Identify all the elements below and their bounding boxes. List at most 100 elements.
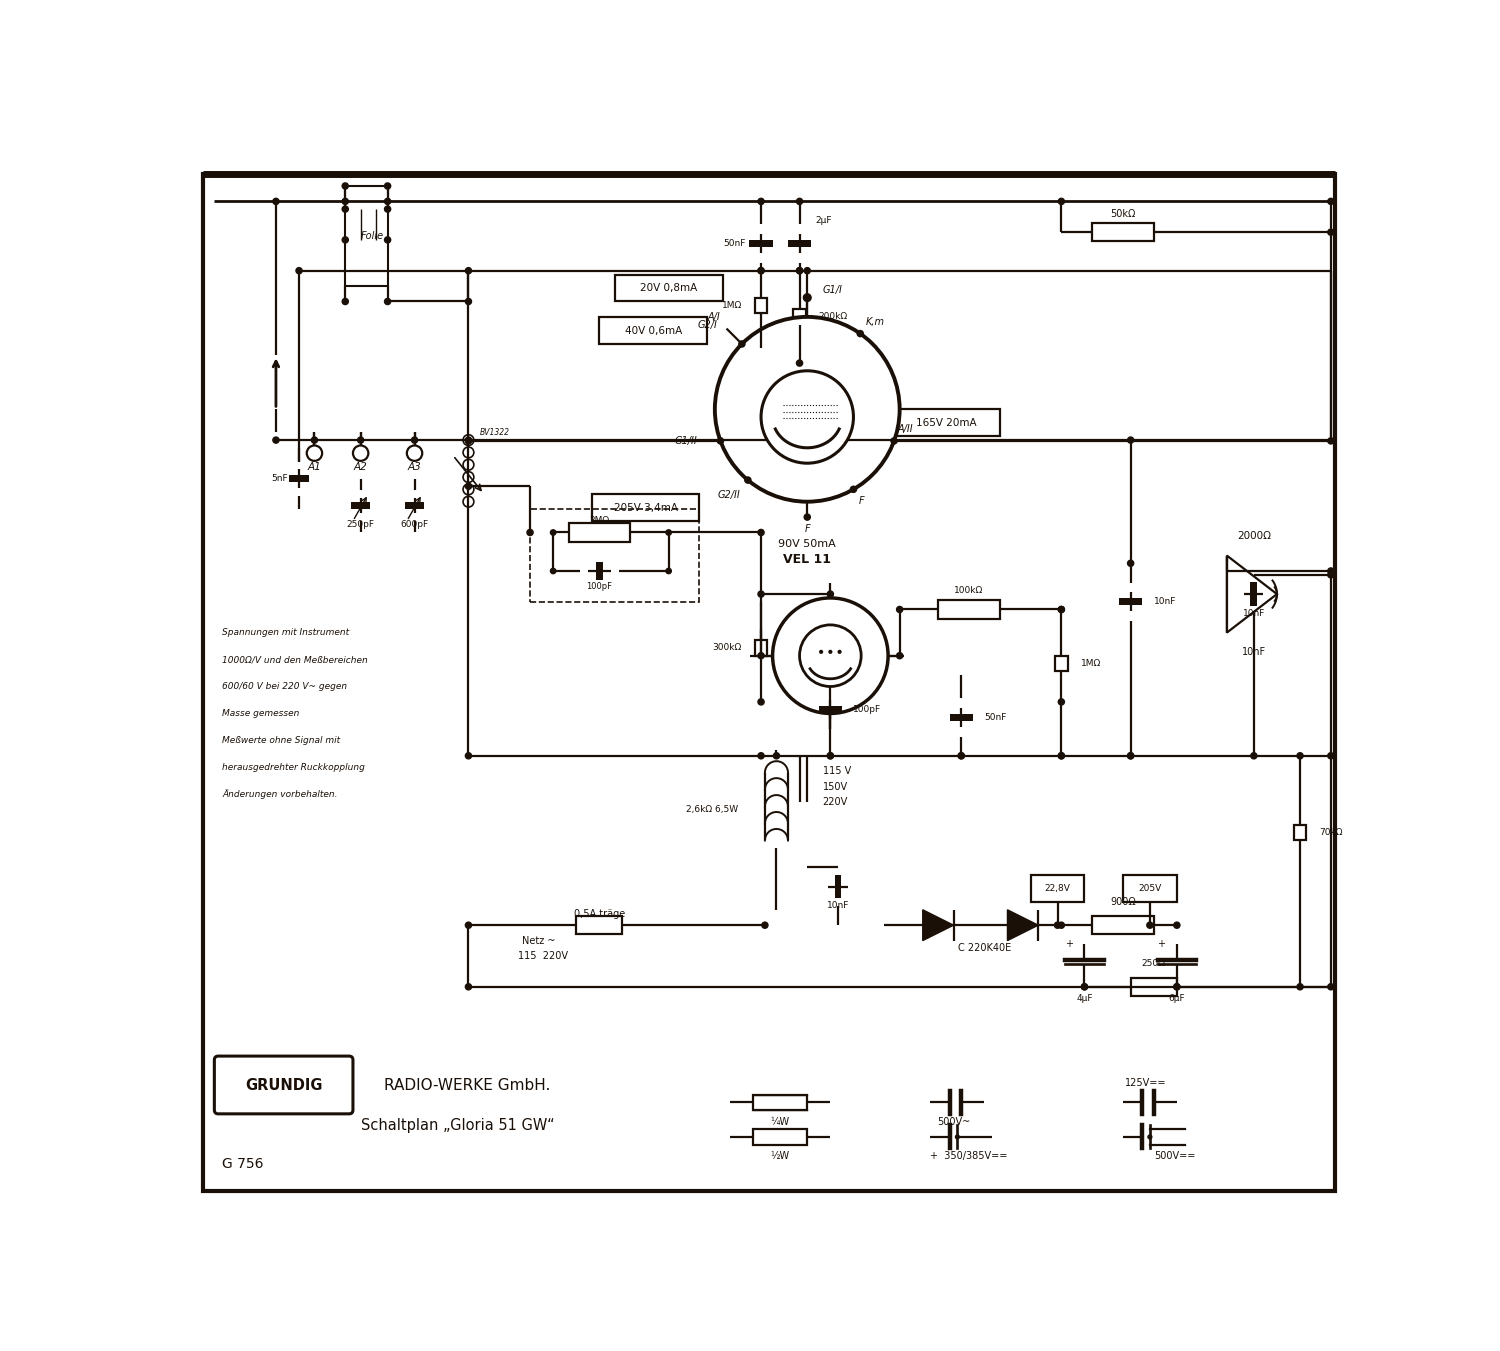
Circle shape	[740, 340, 746, 347]
Text: A1: A1	[308, 462, 321, 471]
Circle shape	[1328, 230, 1334, 235]
Bar	[1092, 223, 1154, 242]
Text: ½W: ½W	[771, 1151, 790, 1162]
Text: 220V: 220V	[822, 797, 848, 807]
Text: Masse gemessen: Masse gemessen	[222, 709, 300, 717]
Bar	[812, 636, 849, 640]
Bar	[1092, 916, 1154, 935]
Text: 50kΩ: 50kΩ	[1110, 209, 1136, 219]
Text: GRUNDIG: GRUNDIG	[244, 1078, 322, 1093]
Circle shape	[465, 984, 471, 990]
Text: BV1322: BV1322	[480, 428, 510, 436]
Bar	[753, 1094, 807, 1111]
Circle shape	[758, 753, 764, 759]
Text: F: F	[858, 496, 864, 505]
Bar	[600, 317, 706, 345]
Circle shape	[819, 650, 822, 654]
Circle shape	[758, 199, 764, 204]
Text: 10nF: 10nF	[827, 901, 849, 911]
Circle shape	[1328, 567, 1334, 574]
Circle shape	[357, 436, 363, 443]
Bar	[754, 297, 766, 313]
Text: Netz ~: Netz ~	[522, 936, 556, 946]
Circle shape	[342, 205, 348, 212]
Text: 40V 0,6mA: 40V 0,6mA	[624, 326, 682, 336]
Circle shape	[1082, 984, 1088, 990]
Text: 10nF: 10nF	[1242, 647, 1266, 657]
Text: 100kΩ: 100kΩ	[954, 586, 984, 594]
Circle shape	[342, 199, 348, 204]
Text: 2MΩ: 2MΩ	[590, 516, 609, 526]
Text: Änderungen vorbehalten.: Änderungen vorbehalten.	[222, 789, 338, 800]
Circle shape	[772, 598, 888, 713]
Circle shape	[800, 626, 861, 686]
Circle shape	[804, 267, 810, 274]
Circle shape	[716, 317, 900, 501]
Circle shape	[746, 477, 752, 484]
Circle shape	[342, 182, 348, 189]
Circle shape	[828, 753, 834, 759]
Text: 250pF: 250pF	[346, 520, 375, 530]
Circle shape	[384, 205, 390, 212]
Text: 165V 20mA: 165V 20mA	[915, 419, 976, 428]
Bar	[1054, 655, 1068, 671]
Text: Meßwerte ohne Signal mit: Meßwerte ohne Signal mit	[222, 736, 340, 744]
Circle shape	[1059, 753, 1065, 759]
Circle shape	[464, 447, 474, 458]
Text: G1/II: G1/II	[675, 436, 698, 446]
Circle shape	[796, 267, 802, 274]
Circle shape	[384, 236, 390, 243]
Text: herausgedrehter Ruckkopplung: herausgedrehter Ruckkopplung	[222, 763, 364, 771]
Bar	[1294, 825, 1306, 840]
Text: 200kΩ: 200kΩ	[819, 312, 848, 322]
Circle shape	[1328, 753, 1334, 759]
Circle shape	[384, 199, 390, 204]
Text: G2/II: G2/II	[717, 490, 740, 500]
Polygon shape	[922, 909, 954, 940]
Circle shape	[796, 359, 802, 366]
Circle shape	[758, 590, 764, 597]
Text: 22,8V: 22,8V	[1044, 884, 1071, 893]
Circle shape	[1059, 698, 1065, 705]
Text: 1000Ω/V und den Meßbereichen: 1000Ω/V und den Meßbereichen	[222, 655, 368, 665]
Circle shape	[1251, 753, 1257, 759]
Text: A3: A3	[408, 462, 422, 471]
Circle shape	[804, 513, 810, 520]
FancyBboxPatch shape	[214, 1056, 352, 1113]
Circle shape	[1128, 561, 1134, 566]
Circle shape	[352, 446, 369, 461]
Text: 100pF: 100pF	[853, 705, 882, 715]
Text: 115  220V: 115 220V	[519, 951, 568, 961]
Circle shape	[856, 331, 864, 336]
Circle shape	[406, 446, 423, 461]
Circle shape	[1128, 753, 1134, 759]
Text: Schaltplan „Gloria 51 GW“: Schaltplan „Gloria 51 GW“	[360, 1117, 555, 1133]
Text: 500V~: 500V~	[938, 1116, 970, 1127]
Circle shape	[464, 496, 474, 507]
Circle shape	[1298, 753, 1304, 759]
Circle shape	[273, 199, 279, 204]
Bar	[892, 409, 999, 436]
Text: 150V: 150V	[822, 782, 848, 792]
Bar	[568, 523, 630, 542]
Circle shape	[1082, 984, 1088, 990]
Text: A/II: A/II	[898, 424, 914, 434]
Circle shape	[465, 267, 471, 274]
Bar	[1030, 875, 1084, 902]
Text: 1MΩ: 1MΩ	[1080, 659, 1101, 667]
Circle shape	[958, 753, 964, 759]
Text: Spannungen mit Instrument: Spannungen mit Instrument	[222, 628, 350, 638]
Circle shape	[666, 530, 672, 535]
Circle shape	[1128, 436, 1134, 443]
Circle shape	[897, 607, 903, 612]
Circle shape	[1054, 923, 1060, 928]
Bar	[938, 600, 999, 619]
Circle shape	[1148, 923, 1154, 928]
Circle shape	[384, 182, 390, 189]
Text: +  350/385V==: + 350/385V==	[930, 1151, 1008, 1162]
Text: K,m: K,m	[865, 317, 885, 327]
Text: 20V 0,8mA: 20V 0,8mA	[640, 282, 698, 293]
Text: 500V==: 500V==	[1154, 1151, 1196, 1162]
Text: 90V 50mA: 90V 50mA	[778, 539, 836, 549]
Circle shape	[411, 436, 417, 443]
